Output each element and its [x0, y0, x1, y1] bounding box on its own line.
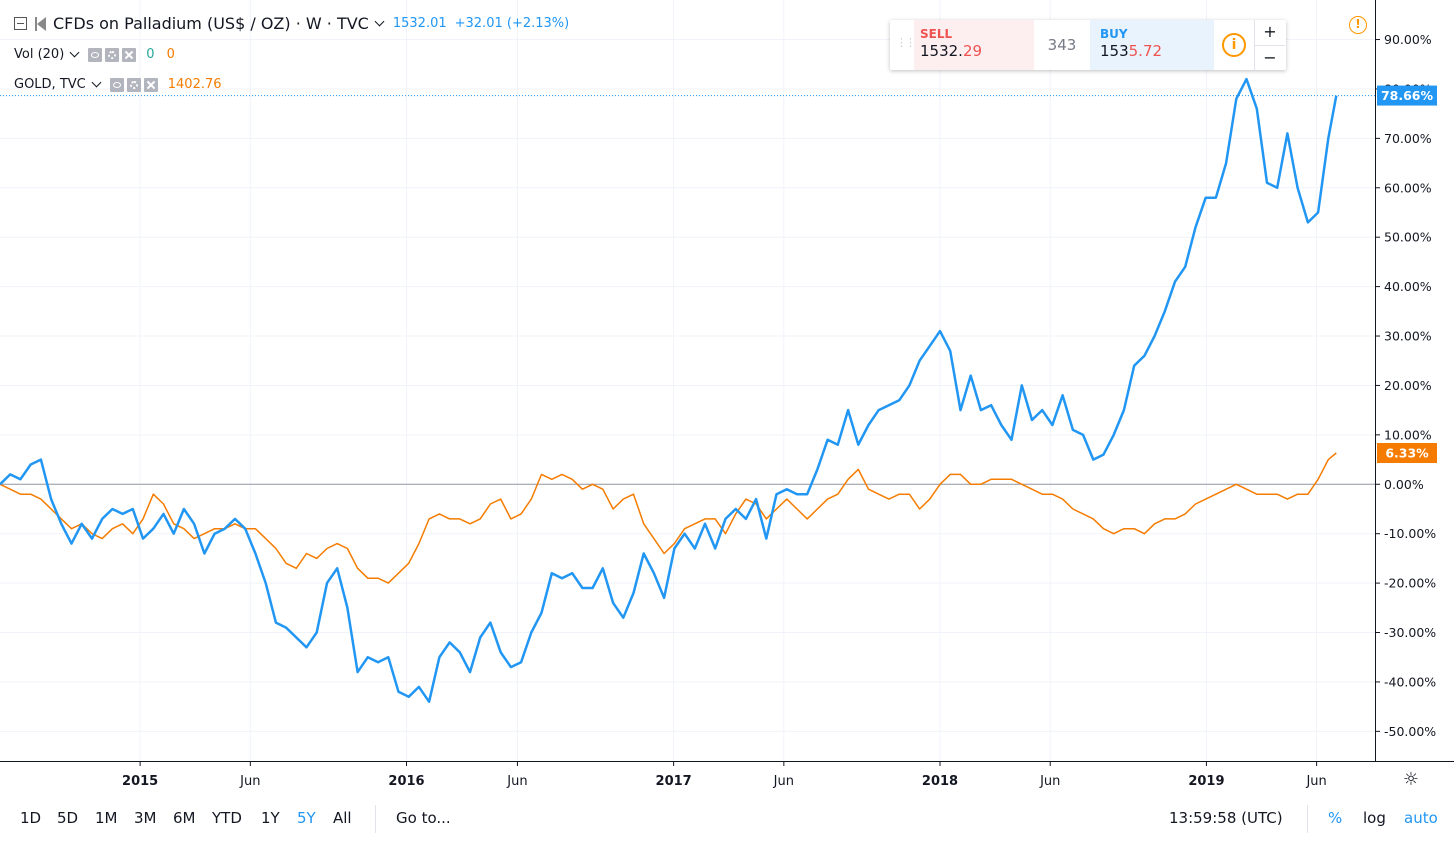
x-tick-label: 2017: [656, 774, 692, 789]
x-tick-label: Jun: [1305, 774, 1326, 789]
range-5y-button[interactable]: 5Y: [297, 809, 316, 827]
compare-label[interactable]: GOLD, TVC: [14, 77, 86, 92]
x-tick-label: Jun: [1039, 774, 1060, 789]
sell-label: SELL: [920, 27, 953, 41]
volume-value-a: 0: [146, 47, 155, 62]
gear-icon[interactable]: [126, 77, 141, 92]
x-tick-label: Jun: [239, 774, 260, 789]
y-tick-label: 10.00%: [1384, 427, 1432, 442]
last-value: 1532.01: [392, 16, 447, 31]
info-button[interactable]: i: [1214, 20, 1254, 70]
chevron-down-icon[interactable]: [91, 77, 102, 88]
series-layer: [0, 77, 1338, 703]
auto-scale-toggle[interactable]: auto: [1404, 809, 1438, 827]
symbol-title[interactable]: CFDs on Palladium (US$ / OZ) · W · TVC: [53, 14, 369, 33]
toolbar-divider: [375, 805, 376, 833]
y-tick-label: -40.00%: [1384, 674, 1436, 689]
range-6m-button[interactable]: 6M: [173, 809, 196, 827]
last-value-labels: 78.66% 6.33%: [1377, 85, 1437, 463]
grid-lines: [0, 0, 1375, 761]
volume-label[interactable]: Vol (20): [14, 47, 65, 62]
x-tick-label: Jun: [506, 774, 527, 789]
range-1y-button[interactable]: 1Y: [261, 809, 280, 827]
range-all-button[interactable]: All: [333, 809, 352, 827]
price-change: +32.01 (+2.13%): [454, 16, 570, 31]
main-legend[interactable]: CFDs on Palladium (US$ / OZ) · W · TVC 1…: [14, 14, 569, 33]
sell-price: 1532.29: [920, 42, 983, 60]
range-1m-button[interactable]: 1M: [95, 809, 118, 827]
gold-last-badge: [1377, 442, 1437, 463]
x-tick-label: 2019: [1188, 774, 1224, 789]
quantity-stepper[interactable]: + −: [1254, 20, 1285, 70]
gold-series-line: [0, 452, 1337, 584]
y-tick-label: 30.00%: [1384, 329, 1432, 344]
palladium-last-label: 78.66%: [1381, 88, 1434, 103]
price-axis-ticks: 90.00%80.00%70.00%60.00%50.00%40.00%30.0…: [1375, 32, 1436, 739]
x-tick-label: 2018: [922, 774, 958, 789]
eye-icon[interactable]: [88, 47, 103, 62]
eye-icon[interactable]: [109, 77, 124, 92]
log-scale-toggle[interactable]: log: [1363, 809, 1386, 827]
y-tick-label: 70.00%: [1384, 131, 1432, 146]
symbol-flag-icon: [35, 16, 47, 31]
info-icon: i: [1222, 33, 1246, 57]
y-tick-label: 40.00%: [1384, 279, 1432, 294]
y-tick-label: -10.00%: [1384, 526, 1436, 541]
y-tick-label: -20.00%: [1384, 576, 1436, 591]
y-tick-label: 60.00%: [1384, 180, 1432, 195]
price-axis-area[interactable]: [1375, 0, 1454, 761]
sell-button[interactable]: SELL 1532.29: [914, 20, 1034, 70]
compare-legend[interactable]: GOLD, TVC 1402.76: [14, 77, 222, 92]
palladium-series-line: [0, 77, 1338, 703]
buy-button[interactable]: BUY 1535.72: [1090, 20, 1214, 70]
spread-value: 343: [1047, 36, 1077, 54]
y-tick-label: 50.00%: [1384, 230, 1432, 245]
drag-handle-icon[interactable]: [890, 20, 914, 70]
collapse-legend-icon[interactable]: [14, 17, 27, 30]
x-tick-label: 2016: [388, 774, 424, 789]
plus-button[interactable]: +: [1255, 20, 1285, 46]
chevron-down-icon[interactable]: [69, 47, 80, 58]
trade-panel: SELL 1532.29 343 BUY 1535.72 i + −: [890, 20, 1286, 70]
settings-gear-icon[interactable]: ☼: [1402, 769, 1420, 790]
compare-value: 1402.76: [167, 77, 222, 92]
utc-clock[interactable]: 13:59:58 (UTC): [1169, 809, 1283, 827]
volume-legend[interactable]: Vol (20) 0 0: [14, 47, 175, 62]
time-axis-ticks: 2015 Jun 2016 Jun 2017 Jun 2018 Jun 2019 Jun: [122, 761, 1327, 789]
range-3m-button[interactable]: 3M: [134, 809, 157, 827]
minus-button[interactable]: −: [1263, 47, 1277, 67]
y-tick-label: 0.00%: [1384, 477, 1424, 492]
range-5d-button[interactable]: 5D: [57, 809, 79, 827]
range-1d-button[interactable]: 1D: [20, 809, 42, 827]
range-ytd-button[interactable]: YTD: [212, 809, 242, 827]
buy-label: BUY: [1100, 27, 1128, 41]
y-tick-label: 90.00%: [1384, 32, 1432, 47]
x-tick-label: 2015: [122, 774, 158, 789]
palladium-last-badge: [1377, 85, 1437, 106]
goto-button[interactable]: Go to...: [396, 809, 451, 827]
gold-last-label: 6.33%: [1385, 445, 1429, 460]
y-tick-label: 20.00%: [1384, 378, 1432, 393]
toolbar-divider: [1307, 805, 1308, 833]
percent-scale-toggle[interactable]: %: [1328, 809, 1343, 827]
close-icon[interactable]: [143, 77, 158, 92]
gear-icon[interactable]: [105, 47, 120, 62]
bottom-toolbar: 1D 5D 1M 3M 6M YTD 1Y 5Y All Go to... 13…: [0, 795, 1454, 846]
volume-value-b: 0: [166, 47, 175, 62]
chevron-down-icon[interactable]: [374, 16, 385, 27]
y-tick-label: -50.00%: [1384, 724, 1436, 739]
buy-price: 1535.72: [1100, 42, 1163, 60]
alert-icon[interactable]: !: [1349, 16, 1367, 34]
x-tick-label: Jun: [773, 774, 794, 789]
y-tick-label: -30.00%: [1384, 625, 1436, 640]
close-icon[interactable]: [122, 47, 137, 62]
